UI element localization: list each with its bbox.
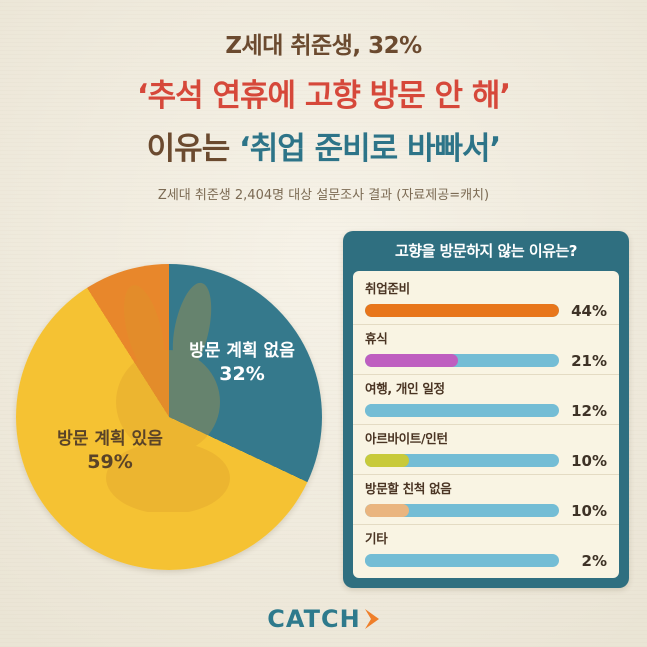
bar-track: [365, 404, 559, 417]
survey-subtitle: Z세대 취준생 2,404명 대상 설문조사 결과 (자료제공=캐치): [157, 188, 490, 203]
catch-logo-text: CATCH: [267, 605, 361, 633]
title-line-3-highlight: ‘취업 준비로 바빠서’: [239, 131, 501, 167]
reasons-panel-body: 취업준비 44% 휴식 21% 여행, 개인 일정 12%: [353, 271, 619, 578]
catch-logo-arrow-icon: [364, 609, 379, 629]
bar-track: [365, 554, 559, 567]
title-block: Z세대 취준생, 32% ‘추석 연휴에 고향 방문 안 해’ 이유는 ‘취업 …: [0, 26, 647, 203]
title-line-2: ‘추석 연휴에 고향 방문 안 해’: [136, 78, 511, 114]
bar-value-label: 2%: [581, 551, 607, 570]
bar-fill: [365, 554, 374, 567]
pie-label-visit-pct: 59%: [87, 451, 133, 474]
pie-label-no-visit-pct: 32%: [219, 363, 265, 386]
bar-fill: [365, 404, 418, 417]
bar-fill: [365, 454, 410, 467]
pie-label-no-visit-text: 방문 계획 없음: [189, 341, 295, 361]
pie-chart: [16, 264, 322, 570]
title-line-3: 이유는 ‘취업 준비로 바빠서’: [0, 123, 647, 168]
reasons-panel: 고향을 방문하지 않는 이유는? 취업준비 44% 휴식 21% 여행, 개인 …: [343, 231, 629, 588]
bar-fill: [365, 304, 559, 317]
bar-track: [365, 454, 559, 467]
bar-row: 휴식 21%: [353, 325, 619, 375]
bar-row: 방문할 친척 없음 10%: [353, 475, 619, 525]
pie-chart-area: 방문 계획 없음 32% 방문 계획 있음 59%: [16, 264, 322, 570]
pie-label-visit: 방문 계획 있음 59%: [24, 428, 196, 475]
bar-track: [365, 354, 559, 367]
title-line-1: Z세대 취준생, 32%: [225, 33, 422, 59]
bar-row: 아르바이트/인턴 10%: [353, 425, 619, 475]
reasons-panel-title: 고향을 방문하지 않는 이유는?: [395, 242, 577, 260]
bar-value-label: 10%: [571, 501, 607, 520]
bar-track: [365, 304, 559, 317]
catch-logo: CATCH: [0, 605, 647, 633]
bar-value-label: 10%: [571, 451, 607, 470]
bar-row: 기타 2%: [353, 525, 619, 574]
bar-value-label: 12%: [571, 401, 607, 420]
title-line-3-prefix: 이유는: [146, 131, 240, 167]
bar-category-label: 방문할 친척 없음: [365, 480, 452, 496]
bar-value-label: 44%: [571, 301, 607, 320]
bar-category-label: 아르바이트/인턴: [365, 430, 448, 446]
bar-category-label: 휴식: [365, 330, 388, 346]
bar-row: 여행, 개인 일정 12%: [353, 375, 619, 425]
bar-value-label: 21%: [571, 351, 607, 370]
bar-category-label: 여행, 개인 일정: [365, 380, 445, 396]
bar-fill: [365, 354, 458, 367]
pie-label-visit-text: 방문 계획 있음: [57, 429, 163, 449]
bar-row: 취업준비 44%: [353, 275, 619, 325]
bar-category-label: 기타: [365, 530, 388, 546]
bar-track: [365, 504, 559, 517]
bar-category-label: 취업준비: [365, 280, 410, 296]
pie-label-no-visit: 방문 계획 없음 32%: [164, 340, 320, 387]
bar-fill: [365, 504, 410, 517]
